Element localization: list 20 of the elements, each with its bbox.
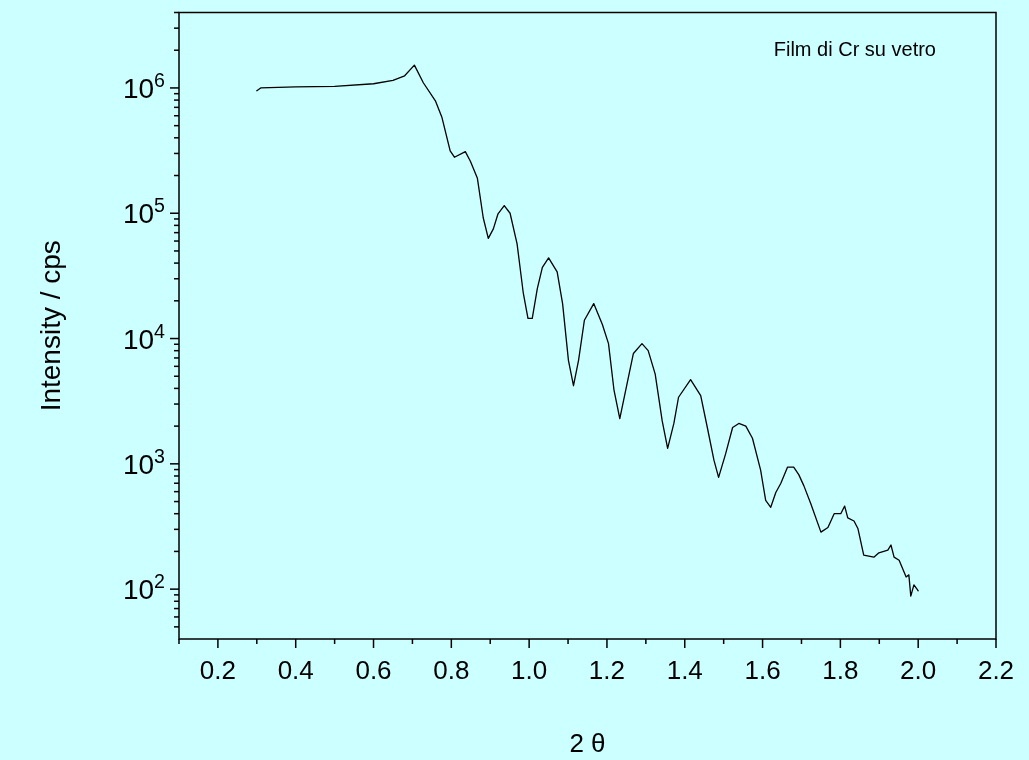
y-tick-label: 10$^{4}$	[122, 319, 166, 355]
x-tick-label: 1.0	[511, 655, 548, 685]
y-tick-label: 10$^{2}$	[122, 570, 165, 606]
line-series	[256, 64, 919, 597]
x-tick-label: 1.8	[822, 655, 859, 685]
annotation: Film di Cr su vetro	[773, 38, 936, 60]
x-tick-label: 0.6	[355, 655, 392, 685]
x-tick-label: 2.0	[900, 655, 937, 685]
x-tick-label: 0.2	[199, 655, 236, 685]
x-tick-label: 1.2	[588, 655, 626, 685]
y-tick-label: 10$^{3}$	[122, 444, 166, 480]
y-axis-title: Intensity / cps	[35, 240, 66, 412]
x-tick-label: 1.4	[666, 655, 703, 685]
x-tick-label: 0.8	[433, 655, 470, 685]
x-tick-label: 1.6	[744, 655, 781, 685]
x-tick-label: 2.2	[977, 655, 1015, 685]
x-axis-title: 2 θ	[569, 728, 606, 758]
y-tick-label: 10$^{5}$	[122, 194, 166, 230]
y-tick-label: 10$^{6}$	[122, 68, 166, 104]
x-tick-label: 0.4	[277, 655, 314, 685]
